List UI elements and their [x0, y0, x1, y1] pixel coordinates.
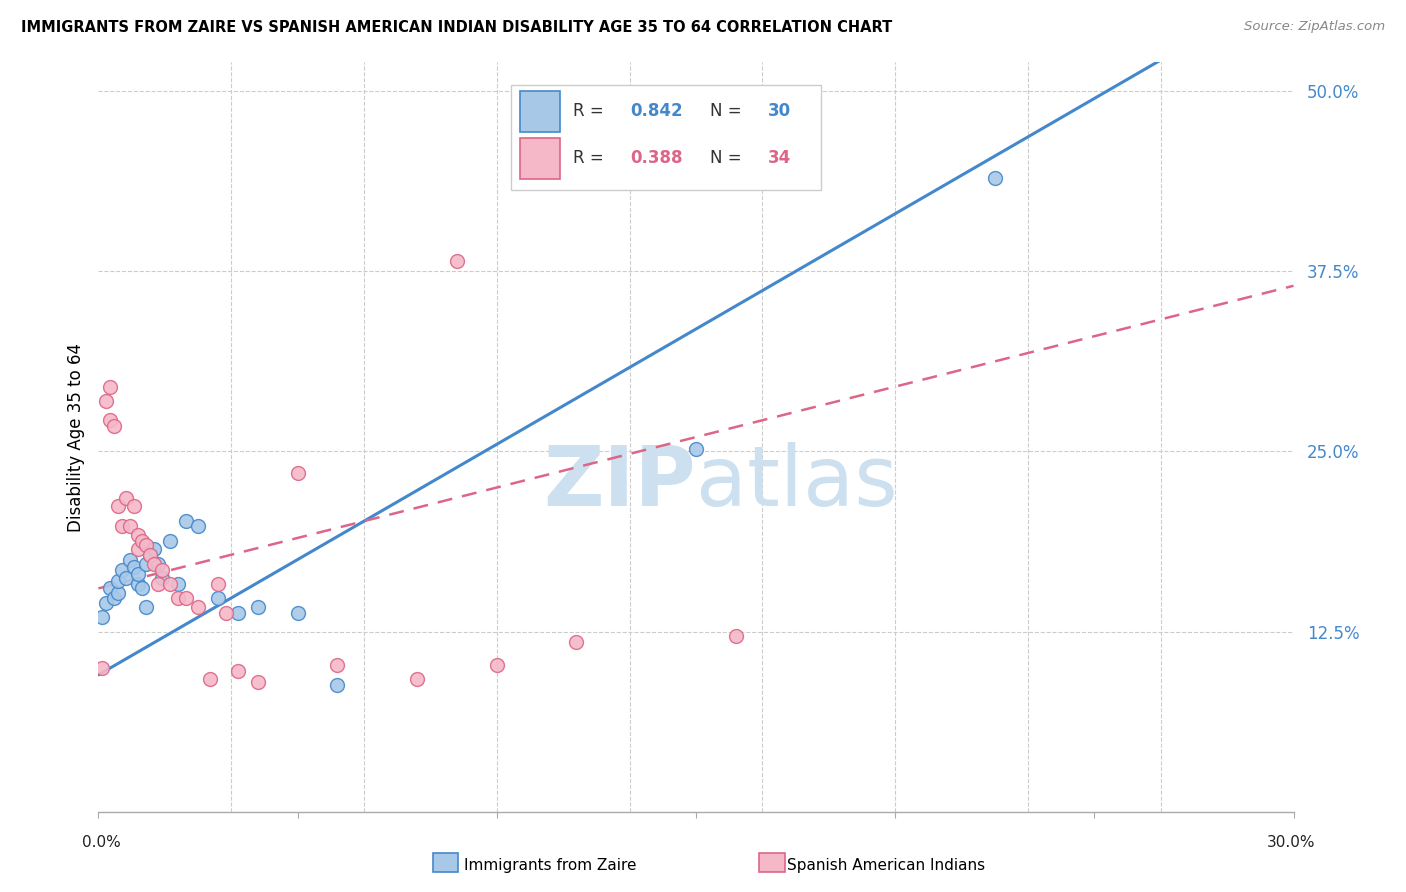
Point [150, 571, 173, 585]
Point [96, 596, 118, 610]
Text: R =: R = [572, 103, 609, 120]
Point [135, 600, 157, 615]
Point [131, 533, 153, 548]
Point [103, 591, 125, 606]
Text: ZIP: ZIP [544, 442, 696, 523]
Point [246, 600, 269, 615]
Point [120, 519, 142, 533]
Point [226, 664, 249, 678]
Point [167, 591, 190, 606]
Point [485, 657, 508, 672]
Point [174, 591, 197, 606]
Text: N =: N = [710, 103, 747, 120]
Point [685, 442, 707, 456]
Point [446, 254, 468, 268]
Point [124, 559, 146, 574]
Text: N =: N = [710, 149, 747, 168]
Point [143, 557, 166, 571]
Point [127, 528, 149, 542]
Point [124, 500, 146, 514]
Point [187, 519, 209, 533]
Point [107, 500, 129, 514]
Point [984, 170, 1007, 185]
Text: R =: R = [572, 149, 609, 168]
Bar [433, 853, 458, 872]
Point [98, 379, 122, 393]
Text: atlas: atlas [696, 442, 897, 523]
Text: Immigrants from Zaire: Immigrants from Zaire [464, 858, 637, 872]
Point [107, 585, 129, 599]
Point [111, 519, 134, 533]
FancyBboxPatch shape [510, 85, 821, 190]
Point [91, 610, 114, 624]
Point [96, 394, 118, 409]
Point [326, 657, 349, 672]
Text: 30: 30 [768, 103, 790, 120]
Point [139, 548, 162, 562]
Point [115, 571, 138, 585]
Text: 0.842: 0.842 [630, 103, 683, 120]
Point [287, 606, 309, 620]
Point [148, 577, 170, 591]
Point [150, 563, 173, 577]
Point [207, 577, 229, 591]
Point [139, 548, 162, 562]
Point [127, 542, 149, 557]
Point [159, 577, 181, 591]
Point [187, 600, 209, 615]
Text: 34: 34 [768, 149, 792, 168]
Bar [520, 90, 560, 132]
Text: 30.0%: 30.0% [1267, 836, 1315, 850]
Bar [520, 137, 560, 179]
Point [120, 552, 142, 566]
Point [135, 538, 157, 552]
Point [107, 574, 129, 589]
Point [135, 557, 157, 571]
Point [127, 566, 149, 581]
Text: 0.0%: 0.0% [82, 836, 121, 850]
Point [148, 557, 170, 571]
Y-axis label: Disability Age 35 to 64: Disability Age 35 to 64 [66, 343, 84, 532]
Point [167, 577, 190, 591]
Point [724, 629, 747, 643]
Point [111, 563, 134, 577]
Text: 0.388: 0.388 [630, 149, 683, 168]
Point [174, 514, 197, 528]
Point [215, 606, 238, 620]
Point [207, 591, 229, 606]
Point [143, 542, 166, 557]
Text: Spanish American Indians: Spanish American Indians [787, 858, 986, 872]
Point [115, 491, 138, 505]
Point [103, 418, 125, 433]
Point [98, 413, 122, 427]
Point [406, 672, 429, 686]
Text: Source: ZipAtlas.com: Source: ZipAtlas.com [1244, 20, 1385, 33]
Point [91, 660, 114, 674]
Bar [759, 853, 785, 872]
Point [287, 466, 309, 480]
Point [198, 672, 221, 686]
Point [565, 634, 588, 648]
Point [131, 582, 153, 596]
Point [246, 675, 269, 690]
Point [127, 577, 149, 591]
Point [98, 582, 122, 596]
Point [326, 678, 349, 692]
Point [159, 533, 181, 548]
Text: IMMIGRANTS FROM ZAIRE VS SPANISH AMERICAN INDIAN DISABILITY AGE 35 TO 64 CORRELA: IMMIGRANTS FROM ZAIRE VS SPANISH AMERICA… [21, 20, 893, 35]
Point [226, 606, 249, 620]
